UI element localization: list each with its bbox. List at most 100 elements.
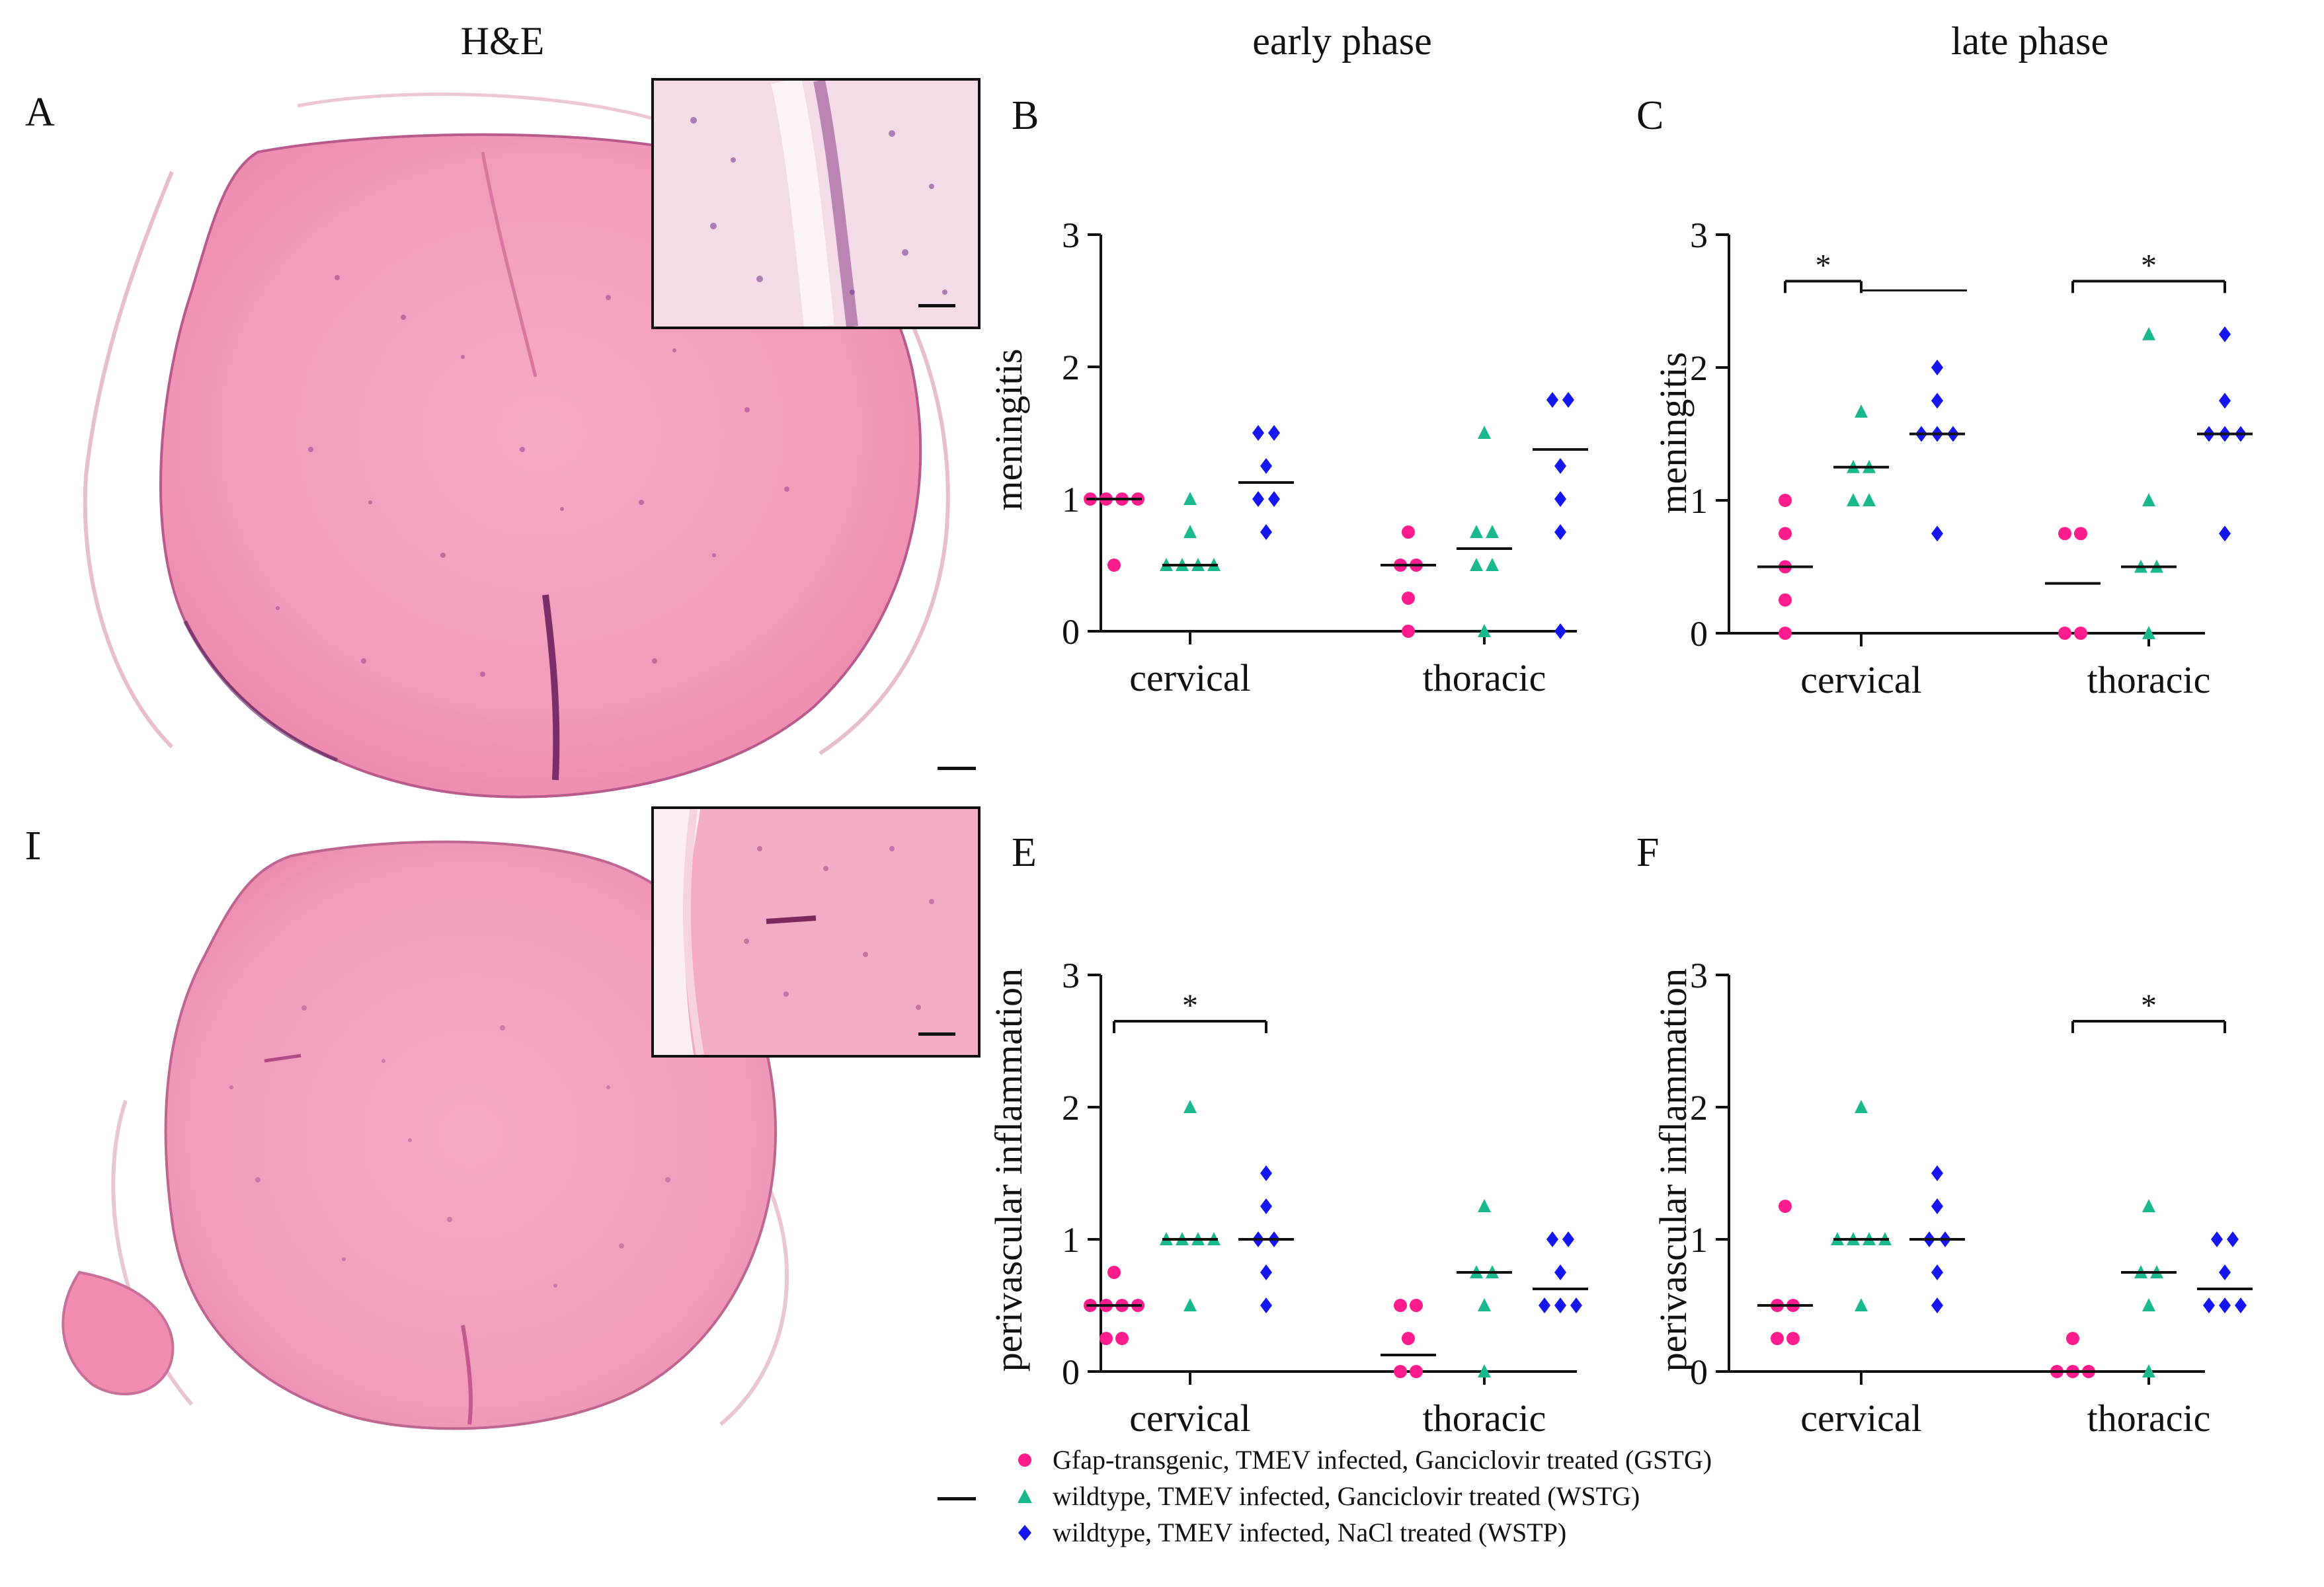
micrograph-d-inset — [651, 806, 981, 1058]
data-point-wstg — [1855, 404, 1868, 418]
data-point-wstg — [2142, 493, 2155, 506]
data-point-gstg — [1779, 527, 1792, 541]
column-title-he: H&E — [460, 19, 545, 63]
data-point-wstg — [1855, 1100, 1868, 1113]
y-tick-label: 3 — [1062, 215, 1080, 255]
x-category-label: cervical — [1800, 1397, 1922, 1440]
data-point-gstg — [1779, 627, 1792, 640]
column-title-early-phase: early phase — [1252, 19, 1432, 63]
micrograph-a-inset-drawing — [654, 81, 978, 327]
legend-label-wstp: wildtype, TMEV infected, NaCl treated (W… — [1053, 1518, 1567, 1547]
data-point-wstp — [1260, 524, 1272, 540]
x-category-label: cervical — [1129, 656, 1251, 699]
data-point-wstp — [1268, 425, 1280, 441]
y-tick-label: 1 — [1062, 1220, 1080, 1260]
y-axis-label: meningitis — [987, 349, 1030, 511]
legend-marker-circle-icon — [1018, 1453, 1031, 1467]
data-point-wstg — [1478, 1199, 1491, 1212]
data-point-gstg — [1779, 593, 1792, 607]
data-point-gstg — [1394, 1299, 1407, 1312]
data-point-wstp — [1931, 1198, 1943, 1214]
data-point-gstg — [2066, 1332, 2079, 1345]
chart-panel-f: 0 1 2 3 cervical thoracic perivascular inflamm… — [1652, 956, 2253, 1440]
data-point-wstp — [1260, 1198, 1272, 1214]
data-point-wstp — [1554, 623, 1566, 639]
data-point-wstg — [2142, 1364, 2155, 1377]
data-point-gstg — [2058, 627, 2071, 640]
data-point-wstp — [1554, 1264, 1566, 1280]
data-point-wstg — [1478, 1298, 1491, 1311]
column-title-late-phase: late phase — [1950, 19, 2109, 63]
data-point-wstp — [1539, 1297, 1550, 1313]
data-point-wstg — [1486, 525, 1499, 538]
data-point-wstp — [1546, 392, 1558, 408]
chart-panel-c: 0 1 2 3 cervical thoracic meningitis * * — [1652, 215, 2253, 701]
data-point-gstg — [1394, 1365, 1407, 1378]
scale-bar-d — [938, 1497, 976, 1500]
data-point-wstp — [2235, 1297, 2247, 1313]
x-category-label: cervical — [1800, 658, 1922, 701]
y-tick-label: 0 — [1062, 612, 1080, 652]
data-point-gstg — [1107, 1266, 1121, 1279]
data-point-gstg — [1100, 1332, 1113, 1345]
y-tick-label: 2 — [1690, 1088, 1708, 1128]
data-point-wstg — [2142, 1298, 2155, 1311]
data-point-gstg — [1402, 1332, 1415, 1345]
data-point-wstp — [1931, 393, 1943, 409]
chart-panel-b: 0 1 2 3 cervical thoracic meningitis — [987, 215, 1588, 699]
data-point-gstg — [1107, 559, 1121, 572]
chart-panel-e: 0 1 2 3 cervical thoracic perivascular inflamm… — [987, 956, 1588, 1440]
y-tick-label: 2 — [1062, 348, 1080, 387]
data-point-gstg — [1402, 592, 1415, 605]
data-point-wstp — [2219, 1264, 2231, 1280]
data-point-gstg — [2074, 527, 2087, 541]
data-point-wstg — [1478, 426, 1491, 439]
data-point-wstg — [1863, 493, 1876, 506]
data-point-wstp — [2219, 393, 2231, 409]
data-point-wstg — [2142, 1199, 2155, 1212]
data-point-wstg — [1847, 493, 1860, 506]
y-tick-label: 3 — [1690, 956, 1708, 995]
data-point-gstg — [2074, 627, 2087, 640]
data-point-wstp — [1252, 491, 1264, 507]
significance-asterisk: * — [2141, 248, 2157, 283]
x-category-label: cervical — [1129, 1397, 1251, 1440]
data-point-gstg — [1779, 494, 1792, 507]
data-point-wstp — [1931, 360, 1943, 375]
data-point-wstp — [1554, 524, 1566, 540]
significance-asterisk: * — [1816, 248, 1831, 283]
legend-marker-diamond-icon — [1018, 1524, 1031, 1541]
data-point-wstp — [1931, 1297, 1943, 1313]
data-point-wstg — [1470, 558, 1483, 571]
data-point-wstg — [2142, 626, 2155, 639]
data-point-wstg — [1183, 492, 1197, 505]
significance-asterisk: * — [2141, 988, 2157, 1023]
y-tick-label: 0 — [1690, 1352, 1708, 1392]
y-axis-label: perivascular inflammation — [987, 968, 1030, 1372]
data-point-wstp — [1562, 1231, 1574, 1247]
data-point-wstp — [2219, 1297, 2231, 1313]
data-point-wstp — [2219, 525, 2231, 542]
data-point-wstp — [1554, 1297, 1566, 1313]
x-category-label: thoracic — [2087, 1397, 2211, 1440]
data-point-wstp — [1260, 1165, 1272, 1181]
y-tick-label: 3 — [1062, 956, 1080, 995]
y-tick-label: 0 — [1690, 614, 1708, 654]
data-point-wstp — [1931, 525, 1943, 542]
data-point-gstg — [1402, 625, 1415, 638]
panel-letter-c: C — [1636, 93, 1664, 138]
data-point-gstg — [1771, 1332, 1784, 1345]
y-tick-label: 1 — [1062, 480, 1080, 520]
micrograph-d-inset-drawing — [654, 809, 978, 1055]
data-point-wstp — [1260, 1297, 1272, 1313]
data-point-wstg — [1470, 525, 1483, 538]
data-point-wstp — [2219, 326, 2231, 342]
data-point-gstg — [2058, 527, 2071, 541]
data-point-wstp — [1260, 458, 1272, 474]
scale-bar-a — [938, 767, 976, 770]
data-point-wstp — [2211, 1231, 2223, 1247]
micrograph-d-drawing — [61, 840, 789, 1430]
x-category-label: thoracic — [1423, 656, 1546, 699]
y-tick-label: 2 — [1690, 348, 1708, 388]
